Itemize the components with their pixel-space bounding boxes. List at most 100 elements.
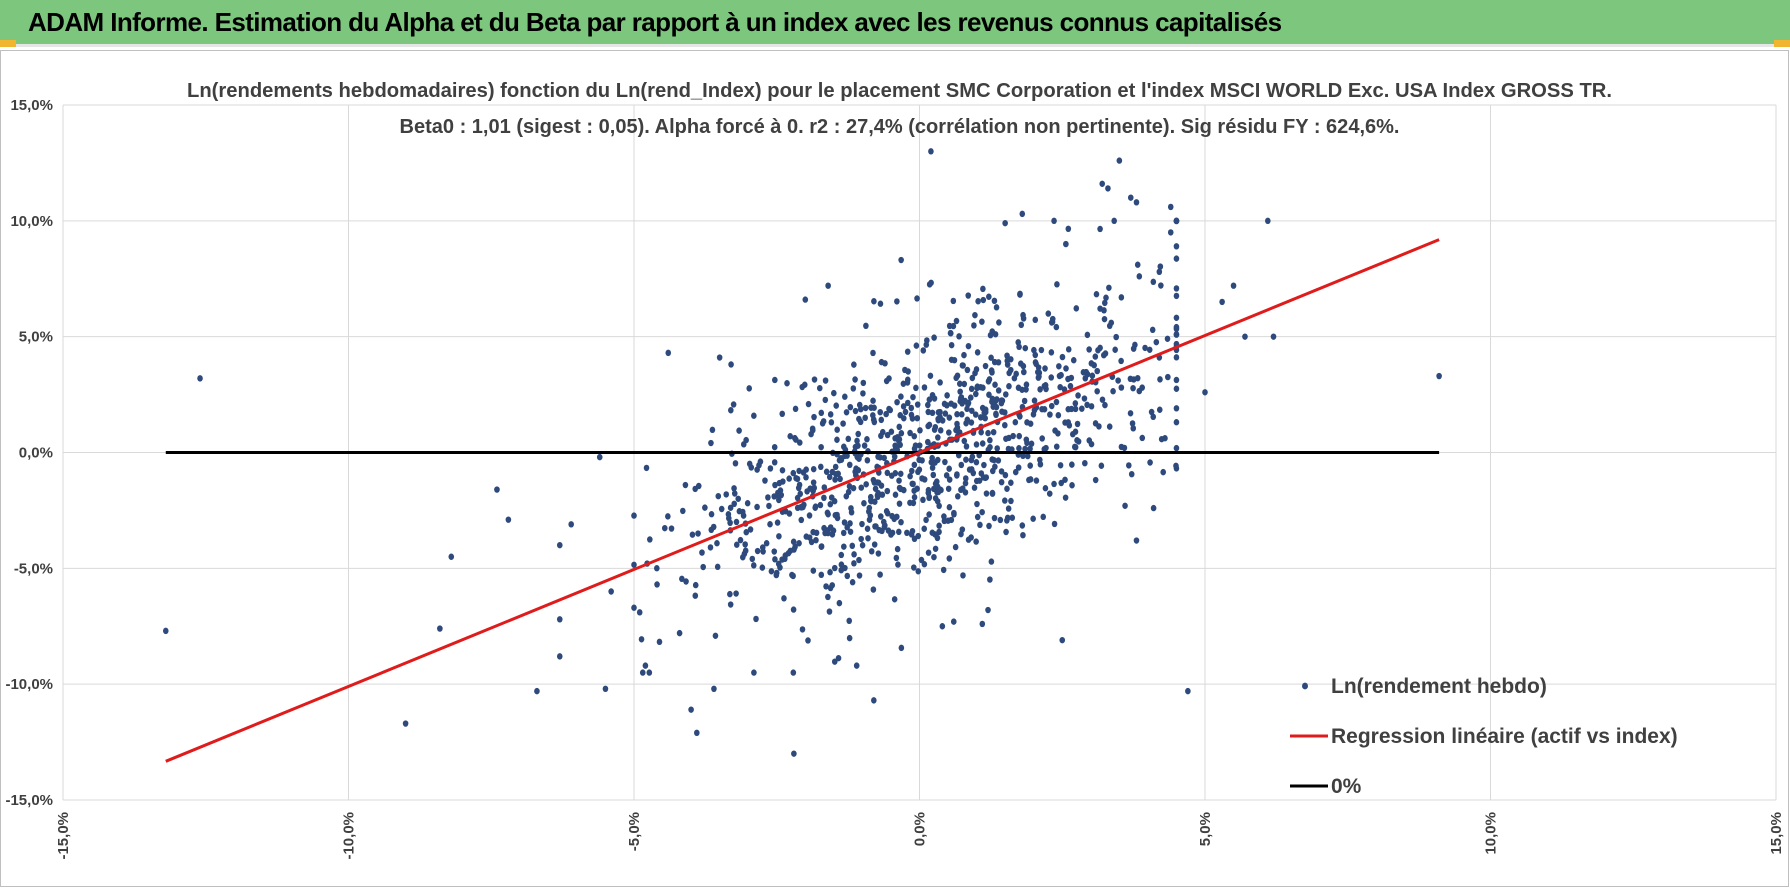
- data-point: [798, 516, 805, 524]
- data-point: [1069, 431, 1076, 438]
- data-point: [1092, 476, 1099, 484]
- data-point: [1150, 278, 1157, 286]
- data-point: [1097, 305, 1103, 312]
- data-point: [944, 402, 950, 409]
- data-point: [843, 493, 850, 500]
- data-point: [1065, 406, 1072, 413]
- data-point: [1056, 372, 1063, 380]
- data-point: [919, 457, 925, 464]
- data-point: [825, 527, 831, 534]
- data-point: [871, 541, 878, 548]
- data-point: [636, 609, 643, 616]
- data-point: [904, 529, 910, 537]
- data-point: [638, 636, 645, 643]
- data-point: [907, 429, 913, 437]
- data-point: [1158, 282, 1164, 289]
- data-point: [959, 411, 965, 418]
- data-point: [973, 459, 980, 466]
- data-point: [733, 518, 740, 526]
- data-point: [790, 538, 797, 545]
- data-point: [1082, 459, 1088, 467]
- data-point: [792, 434, 798, 442]
- data-point: [1019, 210, 1026, 218]
- data-point: [711, 685, 717, 692]
- data-point: [1012, 468, 1019, 476]
- data-point: [1112, 346, 1118, 353]
- data-point: [790, 469, 797, 477]
- data-point: [847, 403, 854, 411]
- data-point: [1092, 353, 1099, 360]
- data-point: [898, 518, 904, 526]
- data-point: [793, 475, 799, 482]
- data-point: [884, 469, 891, 477]
- data-point: [730, 401, 737, 408]
- data-point: [688, 706, 694, 713]
- data-point: [1021, 397, 1028, 405]
- data-point: [1056, 363, 1062, 370]
- data-point: [805, 637, 811, 644]
- data-point: [981, 414, 987, 421]
- y-tick-label: 10,0%: [10, 213, 53, 230]
- data-point: [1156, 406, 1163, 413]
- data-point: [642, 662, 649, 669]
- data-point: [1004, 361, 1011, 368]
- data-point: [1094, 388, 1100, 395]
- data-point: [993, 411, 999, 419]
- data-point: [860, 379, 867, 387]
- data-point: [754, 547, 761, 555]
- data-point: [1067, 382, 1074, 390]
- data-point: [951, 509, 957, 517]
- data-point: [917, 427, 923, 434]
- x-tick-label: -15,0%: [55, 812, 72, 860]
- data-point: [877, 408, 884, 416]
- data-point: [656, 638, 663, 646]
- data-point: [995, 359, 1002, 366]
- data-point: [1165, 373, 1171, 381]
- corner-marker-top-right: [1774, 40, 1790, 47]
- data-point: [932, 480, 939, 487]
- data-point: [1097, 225, 1103, 233]
- data-point: [820, 418, 827, 425]
- data-point: [911, 433, 918, 440]
- data-point: [534, 687, 540, 695]
- data-point: [856, 556, 862, 564]
- data-point: [785, 550, 792, 557]
- data-point: [1072, 405, 1079, 413]
- data-point: [695, 530, 701, 537]
- data-point: [946, 414, 953, 421]
- data-point: [1173, 376, 1180, 384]
- data-point: [838, 456, 845, 463]
- data-point: [1069, 461, 1075, 468]
- data-point: [986, 391, 992, 398]
- data-point: [825, 593, 831, 601]
- data-point: [799, 383, 806, 391]
- data-point: [847, 528, 854, 535]
- data-point: [968, 385, 975, 393]
- data-point: [1008, 356, 1014, 363]
- data-point: [920, 347, 927, 354]
- data-point: [870, 412, 876, 419]
- data-point: [836, 599, 843, 607]
- data-point: [1160, 468, 1167, 476]
- data-point: [923, 516, 929, 524]
- data-point: [631, 512, 637, 519]
- data-point: [708, 526, 715, 534]
- data-point: [1009, 514, 1016, 521]
- data-point: [803, 474, 809, 481]
- data-point: [973, 390, 979, 398]
- data-point: [791, 546, 797, 553]
- data-point: [1041, 445, 1048, 453]
- data-point: [881, 454, 887, 462]
- data-point: [870, 349, 876, 357]
- data-point: [1230, 282, 1237, 289]
- data-point: [971, 322, 977, 329]
- data-point: [964, 405, 970, 413]
- data-point: [849, 542, 856, 550]
- data-point: [786, 510, 793, 517]
- data-point: [935, 409, 942, 416]
- data-point: [837, 475, 843, 483]
- data-point: [945, 485, 952, 492]
- data-point: [759, 564, 766, 571]
- data-point: [871, 697, 877, 704]
- data-point: [1037, 461, 1044, 468]
